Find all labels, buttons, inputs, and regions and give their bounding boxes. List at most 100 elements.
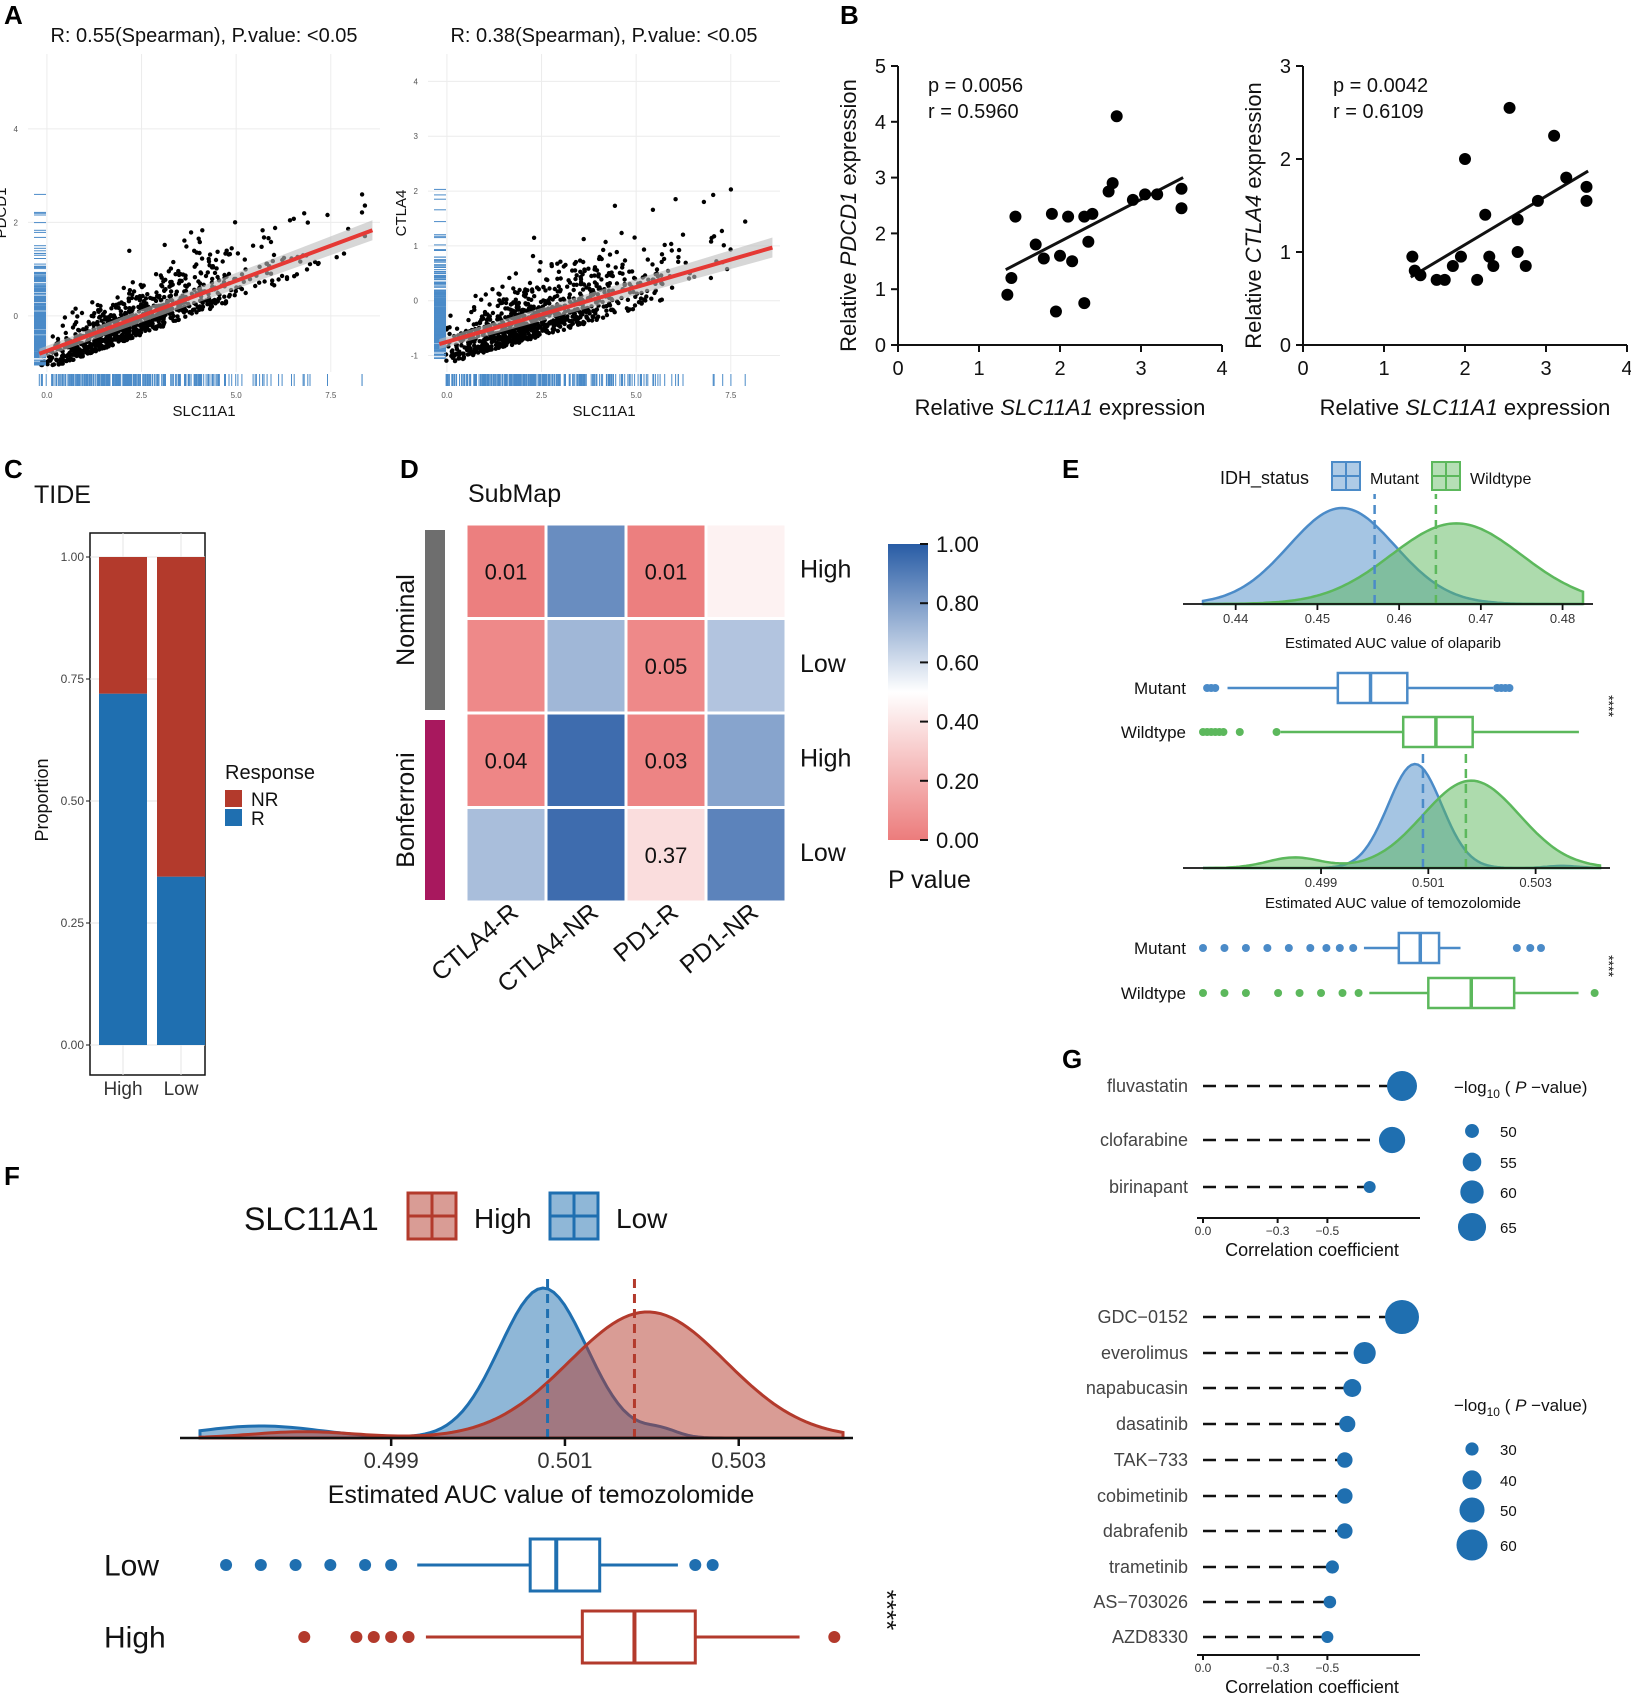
x-tick-label: 0.0 [441, 391, 453, 400]
data-point [589, 273, 594, 279]
data-point [639, 301, 644, 306]
size-legend-circle [1462, 1152, 1482, 1172]
outlier-point [1272, 728, 1281, 736]
data-point [536, 287, 541, 292]
size-legend-text: −value) [1526, 1078, 1587, 1097]
data-point [139, 327, 144, 332]
panel-letter-b: B [840, 0, 859, 30]
y-tick-label: 1 [875, 279, 886, 301]
x-tick-label: 0.48 [1550, 611, 1575, 626]
data-point [220, 259, 225, 264]
data-point [556, 284, 561, 289]
data-point [180, 308, 186, 314]
y-tick-label: 0.00 [61, 1038, 85, 1052]
data-point [162, 288, 167, 293]
data-point [123, 305, 128, 310]
data-point [457, 349, 462, 354]
data-point [565, 284, 570, 289]
significance-label: **** [872, 1590, 902, 1630]
data-point [613, 265, 618, 270]
data-point [490, 310, 496, 316]
data-point [137, 298, 142, 303]
data-point [50, 334, 55, 339]
data-point [307, 261, 313, 267]
cell-value: 0.01 [645, 559, 688, 584]
data-point [456, 356, 461, 361]
lollipop-point [1353, 1341, 1376, 1365]
y-axis-label: Relative CTLA4 expression [1241, 82, 1266, 349]
data-point [555, 328, 561, 334]
data-point [188, 230, 194, 235]
data-point [51, 362, 57, 367]
x-tick-label: −0.5 [1316, 1224, 1340, 1238]
size-legend-title: −log10 ( P −value) [1454, 1078, 1587, 1101]
size-legend-text: ( [1500, 1078, 1515, 1097]
drug-label: clofarabine [1100, 1130, 1188, 1150]
data-point [511, 309, 516, 314]
x-label-gene: SLC11A1 [1405, 395, 1498, 420]
x-label-gene: SLC11A1 [1000, 395, 1093, 420]
panel-letter-e: E [1062, 454, 1079, 484]
data-point [1511, 246, 1524, 258]
data-point [110, 337, 116, 342]
x-axis-label: Relative SLC11A1 expression [1320, 395, 1611, 420]
data-point [487, 302, 492, 307]
outlier-point [1235, 728, 1244, 736]
stat-annotation: r = 0.6109 [1333, 101, 1424, 123]
outlier-point [367, 1631, 380, 1643]
data-point [673, 197, 678, 202]
data-point [566, 278, 571, 283]
x-axis-label: Estimated AUC value of temozolomide [1265, 895, 1521, 912]
lollipop-point [1378, 1126, 1406, 1154]
data-point [1483, 250, 1496, 263]
colorbar-label: 0.80 [936, 591, 979, 616]
outlier-point [350, 1631, 363, 1643]
data-point [209, 304, 215, 309]
x-tick-label: 0.45 [1305, 611, 1330, 626]
heatmap-cell [704, 617, 788, 715]
y-tick-label: 0 [1280, 335, 1291, 357]
data-point [630, 307, 636, 312]
data-point [471, 350, 477, 356]
data-point [196, 279, 201, 284]
data-point [106, 344, 111, 349]
size-legend-label: 50 [1500, 1124, 1517, 1141]
row-label: Low [800, 839, 847, 867]
x-tick-label: 0.503 [711, 1448, 766, 1473]
legend-label: NR [251, 790, 278, 811]
data-point [477, 319, 483, 325]
data-point [596, 256, 602, 262]
data-point [1106, 177, 1119, 190]
y-label-gene: PDCD1 [836, 192, 861, 267]
data-point [550, 326, 555, 332]
y-tick-label: 1.00 [61, 550, 85, 564]
data-point [292, 274, 297, 279]
data-point [106, 334, 111, 339]
data-point [162, 242, 167, 248]
data-point [131, 330, 136, 336]
data-point [145, 292, 150, 297]
data-point [1479, 208, 1492, 221]
data-point [97, 314, 103, 319]
data-point [526, 296, 531, 302]
data-point [511, 286, 516, 291]
drug-label: trametinib [1109, 1557, 1188, 1577]
data-point [127, 306, 132, 311]
data-point [159, 275, 164, 280]
cell-value: 0.05 [645, 654, 688, 679]
heatmap-cell [464, 617, 548, 715]
data-point [547, 301, 552, 306]
data-point [70, 325, 76, 330]
y-tick-label: 2 [14, 218, 19, 227]
data-point [472, 347, 478, 352]
bar-NR [99, 557, 147, 694]
data-point [215, 249, 220, 254]
data-point [217, 296, 222, 301]
data-point [126, 299, 132, 304]
x-tick-label: 0.499 [1305, 875, 1338, 890]
data-point [620, 262, 625, 267]
colorbar-label: 0.00 [936, 828, 979, 853]
colorbar-label: 0.60 [936, 650, 979, 675]
lollipop-point [1321, 1631, 1334, 1643]
bar-R [157, 876, 205, 1045]
